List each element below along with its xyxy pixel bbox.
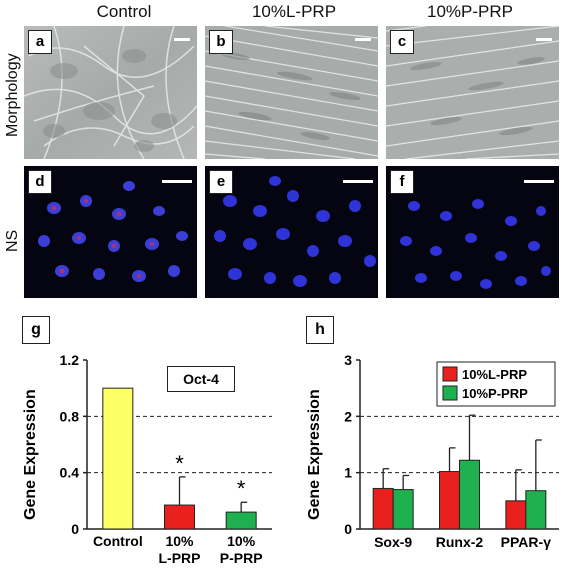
scale-bar [536,38,552,41]
panel-letter-f: f [390,170,414,194]
phase-contrast-image [205,26,378,159]
scale-bar [343,180,373,183]
significance-mark: * [237,476,246,501]
y-tick-label: 0.8 [60,408,80,424]
y-tick-label: 2 [344,408,352,424]
row-label-morphology: Morphology [4,53,21,137]
column-title-control: Control [96,2,152,21]
panel-letter-d: d [28,170,52,194]
bar [102,387,134,530]
chart-letter-h: h [306,316,334,344]
fluorescence-image [205,166,378,298]
chart-letter-g: g [22,316,50,344]
significance-mark: * [175,451,184,476]
panel-letter-b: b [209,30,233,54]
bar [459,459,480,530]
scale-bar [174,38,190,41]
morphology-panel-p-prp: c [386,26,559,159]
column-title-l-prp: 10%L-PRP [251,2,337,21]
scale-bar [355,38,371,41]
morphology-panel-l-prp: b [205,26,378,159]
morphology-panel-control: a [24,26,197,159]
y-tick-label: 0 [71,521,79,537]
legend-swatch [442,366,458,382]
bar [505,500,527,530]
legend-label: 10%L-PRP [462,367,527,382]
bar [525,490,547,530]
y-tick-label: 3 [344,352,352,368]
bar [439,471,460,530]
category-label: L-PRP [159,550,201,566]
scale-bar [524,180,554,183]
scale-bar [162,180,192,183]
row-label-ns: NS [4,229,21,252]
ns-panel-control: d [24,166,197,298]
column-title-p-prp: 10%P-PRP [427,2,513,21]
y-tick-label: 1.2 [60,352,80,368]
ns-panel-l-prp: e [205,166,378,298]
chart-h: 0 1 2 3 Sox-9 Runx-2 PPAR-γ 10%L-PRP 10%P-PRP [344,352,559,550]
fluorescence-image [24,166,197,298]
category-label: PPAR-γ [501,534,552,550]
bar [392,489,414,530]
legend-swatch [442,385,458,401]
panel-letter-c: c [390,30,414,54]
y-tick-label: 0 [344,521,352,537]
category-label: 10% [165,533,194,549]
chart-g-title: Oct-4 [167,366,235,392]
phase-contrast-image [386,26,559,159]
category-label: Runx-2 [436,534,484,550]
category-label: P-PRP [220,550,263,566]
y-tick-label: 0.4 [60,465,80,481]
panel-letter-a: a [28,30,52,54]
phase-contrast-image [24,26,197,159]
legend-label: 10%P-PRP [462,386,528,401]
bar [372,487,394,530]
category-label: 10% [227,533,256,549]
category-label: Control [93,533,143,549]
y-tick-label: 1 [344,465,352,481]
bar [164,504,195,530]
category-label: Sox-9 [374,534,412,550]
ns-panel-p-prp: f [386,166,559,298]
bar [225,511,257,530]
panel-letter-e: e [209,170,233,194]
fluorescence-image [386,166,559,298]
